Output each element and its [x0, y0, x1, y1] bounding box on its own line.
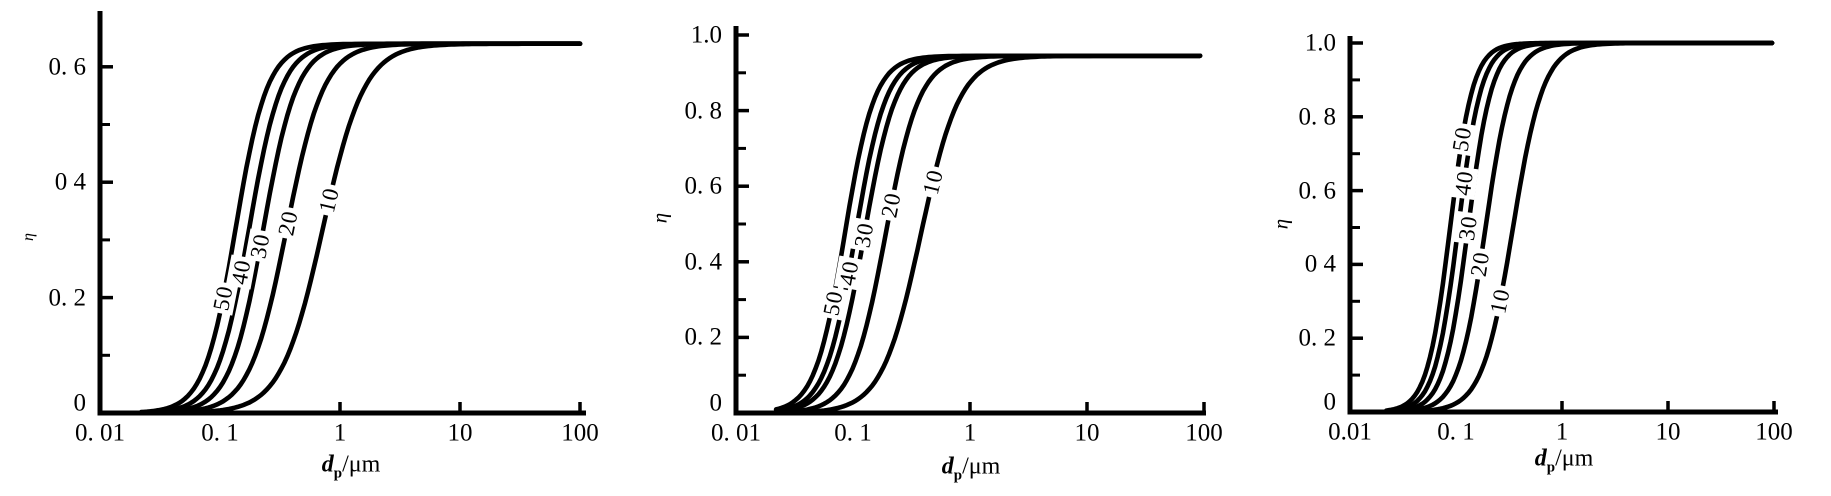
efficiency-curve-20	[773, 53, 1203, 415]
efficiency-curve-10	[138, 41, 583, 416]
axes-lines	[97, 11, 586, 416]
efficiency-curve-30	[773, 53, 1203, 414]
efficiency-curve-30	[1384, 40, 1775, 414]
chart-panel-middle	[733, 26, 1206, 416]
efficiency-curve-10	[773, 53, 1203, 416]
efficiency-curve-40	[1384, 40, 1775, 414]
efficiency-curve-20	[1384, 40, 1775, 415]
axes-lines	[1347, 36, 1778, 415]
efficiency-curve-10	[1384, 40, 1775, 415]
axes-lines	[733, 26, 1206, 416]
efficiency-curve-50	[1384, 40, 1775, 413]
chart-panel-right	[1347, 36, 1778, 415]
chart-panel-left	[97, 11, 586, 416]
